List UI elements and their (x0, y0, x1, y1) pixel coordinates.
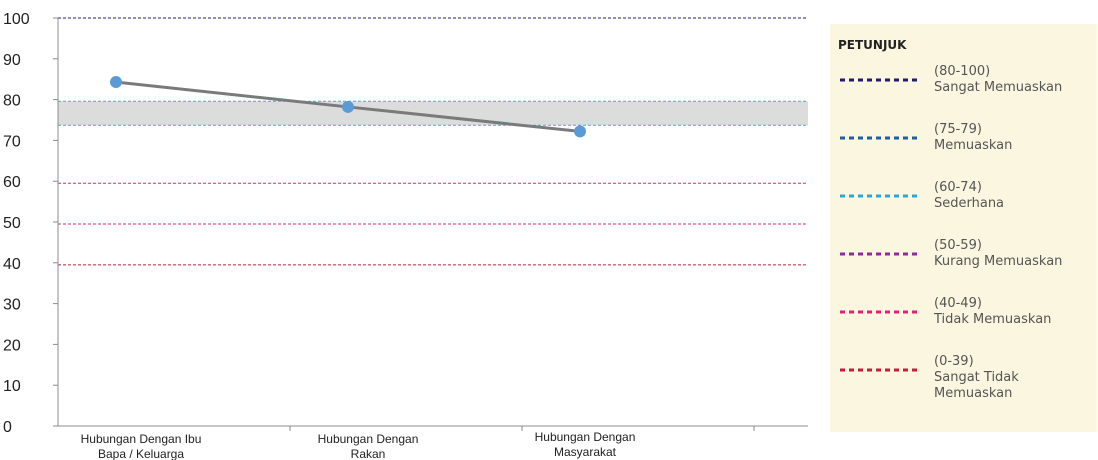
shaded-band (58, 101, 808, 126)
legend-range: (75-79) (934, 122, 982, 137)
legend-text: (40-49) Tidak Memuaskan (934, 296, 1094, 328)
legend-item: (75-79) Memuaskan (830, 122, 1097, 180)
y-tick-label-100: 100 (3, 11, 30, 28)
legend-text: (60-74) Sederhana (934, 180, 1094, 212)
y-tick-label-10: 10 (3, 378, 21, 395)
y-tick-label-60: 60 (3, 174, 21, 191)
legend-label: Kurang Memuaskan (934, 254, 1063, 269)
x-tick-label-0: Hubungan Dengan Ibu Bapa / Keluarga (81, 432, 202, 460)
legend-text: (75-79) Memuaskan (934, 122, 1094, 154)
legend-swatch (840, 194, 920, 198)
legend-range: (50-59) (934, 238, 982, 253)
legend-label: Sederhana (934, 196, 1005, 211)
legend-swatch (840, 310, 920, 314)
y-tick-label-90: 90 (3, 52, 21, 69)
legend-range: (40-49) (934, 296, 982, 311)
x-tick-label-2: Hubungan Dengan Masyarakat (535, 430, 636, 459)
y-tick-label-70: 70 (3, 133, 21, 150)
data-point-1 (342, 100, 354, 113)
legend-swatch (840, 136, 920, 140)
legend-text: (50-59) Kurang Memuaskan (934, 238, 1094, 270)
legend-title: PETUNJUK (838, 38, 907, 52)
legend-item: (60-74) Sederhana (830, 180, 1097, 238)
legend-item: (0-39) Sangat Tidak Memuaskan (830, 354, 1097, 412)
y-tick-label-20: 20 (3, 337, 21, 354)
legend-item: (80-100) Sangat Memuaskan (830, 64, 1097, 122)
legend-text: (80-100) Sangat Memuaskan (934, 64, 1094, 96)
y-tick-label-30: 30 (3, 297, 21, 314)
legend-item: (50-59) Kurang Memuaskan (830, 238, 1097, 296)
legend-text: (0-39) Sangat Tidak Memuaskan (934, 354, 1094, 402)
data-point-2 (574, 125, 586, 138)
legend-label: Tidak Memuaskan (934, 312, 1052, 327)
legend-swatch (840, 78, 920, 82)
y-tick-label-50: 50 (3, 215, 21, 232)
y-tick-label-40: 40 (3, 256, 21, 273)
legend-item: (40-49) Tidak Memuaskan (830, 296, 1097, 354)
legend-range: (80-100) (934, 64, 991, 79)
legend-label: Sangat Tidak Memuaskan (934, 370, 1019, 401)
legend-range: (0-39) (934, 354, 974, 369)
legend-label: Sangat Memuaskan (934, 80, 1063, 95)
legend-swatch (840, 368, 920, 372)
data-point-0 (110, 76, 122, 89)
legend-label: Memuaskan (934, 138, 1013, 153)
legend-range: (60-74) (934, 180, 982, 195)
legend-swatch (840, 252, 920, 256)
plot-area: 0 10 20 30 40 50 60 70 80 90 100 Hubungan Dengan Ib… (3, 11, 808, 460)
legend-panel: PETUNJUK (80-100) Sangat Memuaskan (75-79)… (830, 24, 1097, 432)
x-tick-label-1: Hubungan Dengan Rakan (318, 432, 419, 460)
y-tick-label-0: 0 (3, 419, 12, 436)
line-chart: 0 10 20 30 40 50 60 70 80 90 100 Hubungan Dengan Ib… (3, 11, 808, 460)
legend-items: (80-100) Sangat Memuaskan (75-79) Memuaskan… (830, 64, 1097, 412)
y-tick-label-80: 80 (3, 93, 21, 110)
